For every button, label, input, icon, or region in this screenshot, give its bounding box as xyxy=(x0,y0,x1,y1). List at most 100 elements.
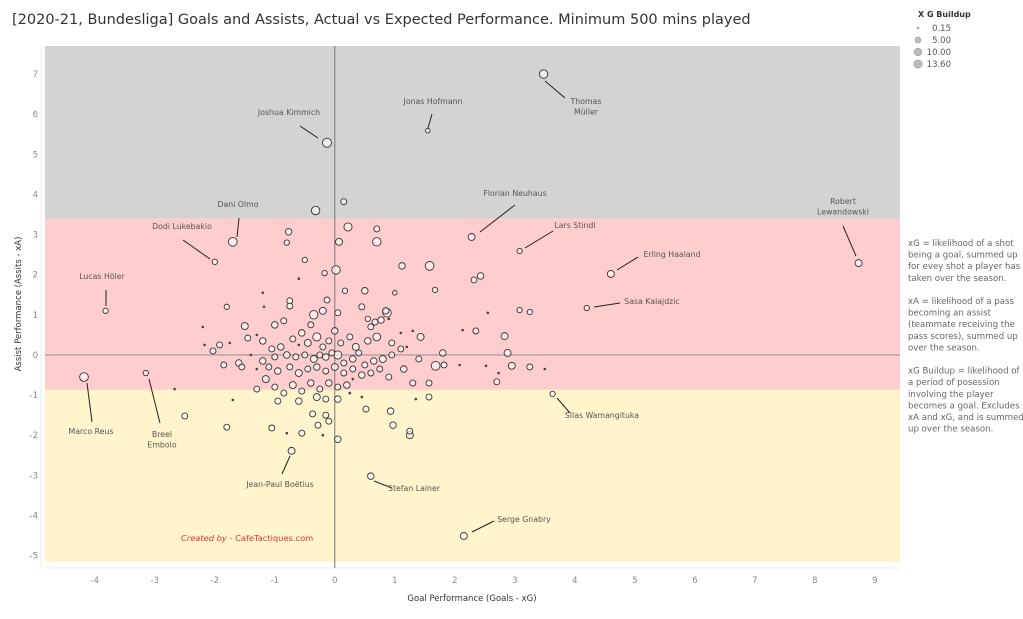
x-tick-label: 0 xyxy=(332,576,337,586)
label-connector xyxy=(524,230,554,249)
x-tick-label: 5 xyxy=(632,576,637,586)
data-point xyxy=(367,369,375,377)
y-tick-label: 0 xyxy=(33,351,38,361)
data-point xyxy=(334,383,342,391)
data-point xyxy=(398,262,406,270)
data-point xyxy=(283,239,290,246)
credit-prefix: Created by xyxy=(181,533,227,543)
x-tick-label: 4 xyxy=(572,576,577,586)
x-axis-label: Goal Performance (Goals - xG) xyxy=(407,594,536,604)
data-point xyxy=(386,407,395,415)
player-point xyxy=(227,236,238,247)
legend-size-marker xyxy=(913,47,923,57)
data-point xyxy=(486,311,490,315)
label-connector xyxy=(471,520,495,533)
data-point xyxy=(268,345,276,353)
note-text: being a goal, summed up xyxy=(908,251,1018,261)
note-text: taken over the season. xyxy=(908,274,1006,284)
data-point xyxy=(397,345,405,353)
label-connector xyxy=(86,382,93,423)
label-connector xyxy=(479,204,516,233)
data-point xyxy=(378,355,387,363)
data-point xyxy=(382,307,390,315)
player-point xyxy=(322,137,332,148)
y-tick-label: 4 xyxy=(33,190,38,200)
player-point xyxy=(516,247,523,255)
note-text: xA = likelihood of a pass xyxy=(908,297,1014,307)
data-point xyxy=(392,290,398,296)
data-point xyxy=(497,371,500,375)
data-point xyxy=(323,296,331,304)
data-point xyxy=(223,423,231,431)
data-point xyxy=(349,365,357,373)
data-point xyxy=(377,316,385,324)
data-point xyxy=(351,377,355,381)
data-point xyxy=(310,205,321,216)
player-label: Jean-Paul Boëtius xyxy=(245,480,314,489)
x-tick-label: 2 xyxy=(452,576,457,586)
data-point xyxy=(319,343,327,351)
y-tick-label: 2 xyxy=(33,271,38,281)
x-tick-label: -1 xyxy=(271,576,279,586)
note-text: a period of posession xyxy=(908,378,1000,388)
data-point xyxy=(387,317,391,321)
x-tick-label: 9 xyxy=(872,576,877,586)
data-point xyxy=(416,332,425,341)
credit-site: - CafeTactiques.com xyxy=(227,533,313,543)
data-point xyxy=(385,373,393,381)
chart-title: [2020-21, Bundesliga] Goals and Assists,… xyxy=(12,12,751,28)
data-point xyxy=(288,381,297,389)
data-point xyxy=(253,385,261,393)
data-point xyxy=(500,332,509,341)
data-point xyxy=(516,306,523,314)
data-point xyxy=(307,379,315,387)
data-point xyxy=(283,351,291,359)
data-point xyxy=(349,355,357,363)
data-point xyxy=(313,363,321,371)
y-tick-label: 3 xyxy=(33,231,38,241)
data-point xyxy=(325,337,333,345)
data-point xyxy=(331,265,341,275)
note-text: xG Buildup = likelihood of xyxy=(908,367,1021,377)
label-connector xyxy=(148,378,161,424)
data-point xyxy=(220,361,228,369)
data-point xyxy=(337,339,345,347)
legend-value: 0.15 xyxy=(932,24,951,34)
player-label: Robert xyxy=(830,197,856,206)
player-label: Lucas Höler xyxy=(79,272,125,281)
data-point xyxy=(312,332,322,342)
data-point xyxy=(493,378,501,386)
y-tick-label: 7 xyxy=(33,70,38,80)
player-point xyxy=(425,127,431,134)
player-point xyxy=(102,307,109,314)
data-point xyxy=(364,337,372,345)
label-connector xyxy=(236,217,240,238)
player-label: Marco Reus xyxy=(69,427,114,436)
data-point xyxy=(361,287,369,295)
legend-size-marker xyxy=(914,36,922,44)
player-point xyxy=(606,269,615,278)
data-point xyxy=(415,355,423,363)
y-tick-label: 1 xyxy=(33,311,38,321)
data-point xyxy=(328,349,336,357)
data-point xyxy=(424,261,435,271)
data-point xyxy=(277,343,285,351)
background-band xyxy=(45,389,900,562)
data-point xyxy=(372,237,382,247)
data-point xyxy=(461,328,464,332)
player-point xyxy=(459,531,468,540)
player-label: Lewandowski xyxy=(817,208,869,217)
data-point xyxy=(271,353,279,361)
data-point xyxy=(249,353,253,357)
data-point xyxy=(173,387,176,391)
size-legend: X G Buildup 0.15 5.00 10.00 13.60 xyxy=(913,10,971,70)
data-point xyxy=(238,363,246,371)
note-text: involving the player xyxy=(908,390,994,400)
data-point xyxy=(372,332,382,342)
data-point xyxy=(312,393,321,402)
note-text: over the season. xyxy=(908,343,980,353)
data-point xyxy=(343,222,353,232)
data-point xyxy=(286,363,294,371)
data-point xyxy=(203,343,206,347)
data-point xyxy=(297,277,301,281)
